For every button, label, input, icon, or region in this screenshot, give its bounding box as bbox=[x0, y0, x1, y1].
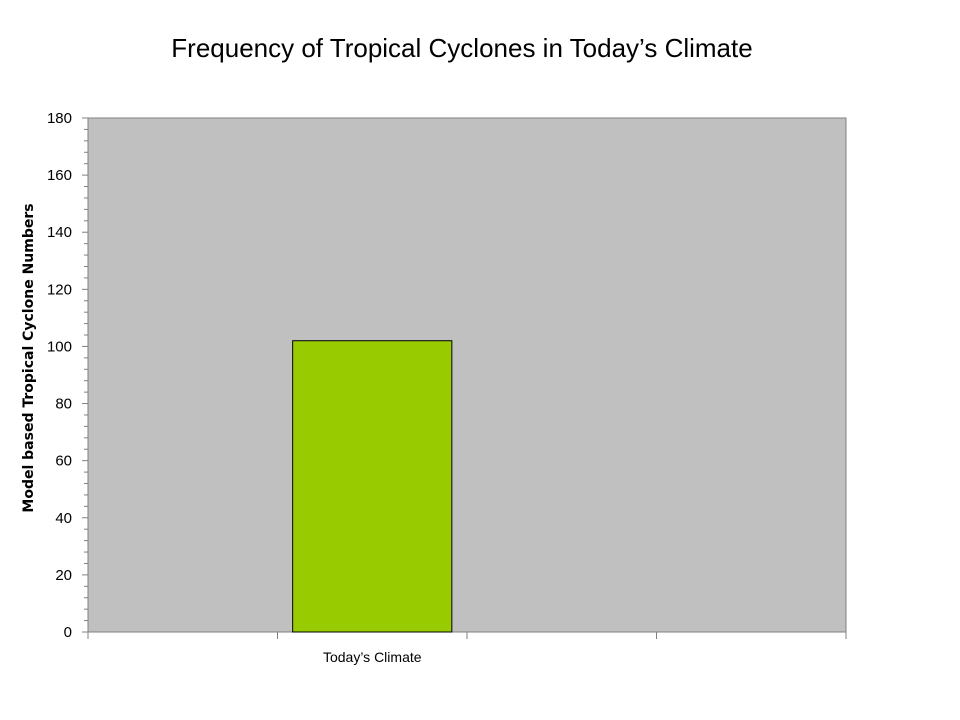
y-tick-label: 80 bbox=[55, 396, 72, 413]
y-tick-label: 180 bbox=[47, 110, 72, 127]
y-tick-label: 140 bbox=[47, 224, 72, 241]
y-tick-label: 120 bbox=[47, 281, 72, 298]
y-tick-label: 160 bbox=[47, 167, 72, 184]
y-tick-label: 100 bbox=[47, 338, 72, 355]
plot-area bbox=[87, 117, 847, 633]
x-axis: Today’s Climate bbox=[87, 631, 847, 665]
y-tick-label: 60 bbox=[55, 453, 72, 470]
x-category-label: Today’s Climate bbox=[323, 649, 422, 665]
y-tick-label: 20 bbox=[55, 567, 72, 584]
y-axis: 0 20 40 60 80 100 120 140 160 180 bbox=[47, 110, 89, 641]
chart-title: Frequency of Tropical Cyclones in Today’… bbox=[171, 33, 752, 63]
y-tick-label: 40 bbox=[55, 510, 72, 527]
bar bbox=[292, 340, 453, 633]
y-tick-label: 0 bbox=[64, 624, 72, 641]
y-axis-label: Model based Tropical Cyclone Numbers bbox=[21, 203, 37, 512]
bar-series bbox=[292, 340, 453, 633]
